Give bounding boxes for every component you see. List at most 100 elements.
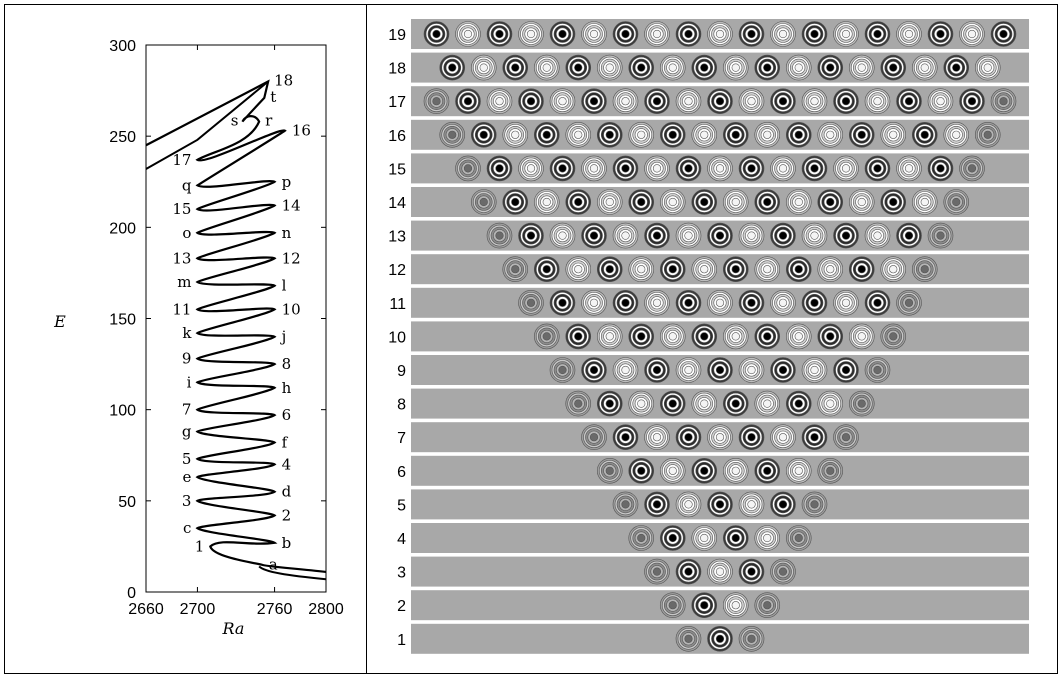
contour-ring [637,332,646,341]
branch-label: t [270,88,276,106]
contour-ring [778,567,788,576]
branch-label: l [282,277,287,295]
row-label: 3 [397,565,406,582]
contour-ring [826,399,835,408]
branch-label: 5 [182,450,192,468]
contour-ring [448,63,457,72]
contour-ring [668,63,677,72]
contour-ring [731,197,740,207]
contour-ring [889,197,898,207]
branch-label: 2 [282,506,292,524]
contour-ring [652,567,662,576]
contour-ring [715,29,725,39]
contour-ring [889,332,898,341]
contour-ring [810,433,819,442]
contour-ring [999,29,1008,39]
contour-ring [794,265,803,274]
contour-ring [621,500,630,509]
row-label: 15 [388,161,406,178]
contour-ring [668,466,677,475]
contour-ring [715,500,725,509]
row-label: 13 [388,229,406,246]
contour-ring [841,97,851,106]
contour-ring [463,29,473,39]
contour-ring [904,97,914,106]
pattern-row: 3 [397,556,1029,587]
x-tick-label: 2760 [257,601,293,618]
contour-ring [763,466,772,475]
branch-label: c [183,519,191,537]
pattern-row: 7 [397,422,1029,453]
contour-ring [731,533,740,543]
contour-ring [873,97,882,106]
row-label: 6 [397,464,406,481]
branch-label: 6 [282,406,292,424]
contour-ring [857,63,866,72]
contour-ring [794,466,803,475]
x-tick-label: 2800 [308,601,344,618]
contour-ring [684,433,693,442]
contour-ring [904,298,914,307]
contour-ring [495,164,504,173]
contour-ring [747,567,756,576]
pattern-row: 9 [397,355,1029,385]
contour-ring [684,634,693,643]
contour-ring [637,466,646,475]
branch-label: 18 [274,71,293,89]
contour-ring [967,97,977,106]
contour-ring [700,130,709,139]
contour-ring [637,533,646,543]
contour-ring [794,533,803,543]
row-label: 10 [388,329,406,346]
contour-ring [873,29,882,39]
branch-label: g [182,423,192,441]
lower-branch [258,565,327,581]
branch-label: 15 [172,200,191,218]
contour-ring [715,365,725,375]
contour-ring [589,97,599,106]
contour-ring [605,399,614,408]
contour-ring [810,365,819,375]
contour-ring [715,634,725,643]
contour-ring [778,97,788,106]
contour-ring [684,164,693,173]
contour-ring [668,332,677,341]
contour-ring [747,433,756,442]
snaking-curve [145,79,327,581]
contour-ring [731,466,740,475]
contour-ring [574,63,583,72]
branch-label: m [177,273,191,291]
contour-ring [495,231,504,240]
contour-ring [652,298,662,307]
contour-ring [511,63,520,72]
contour-ring [448,130,457,139]
contour-ring [652,365,662,375]
contour-ring [794,332,803,341]
contour-ring [684,97,693,106]
x-axis-label: Ra [221,619,244,638]
contour-ring [684,567,693,576]
contour-ring [747,298,756,307]
contour-ring [574,197,583,207]
contour-ring [747,500,756,509]
contour-ring [684,298,693,307]
contour-ring [952,130,961,139]
contour-ring [700,399,709,408]
figure-frame [4,4,1058,674]
contour-ring [589,433,599,442]
contour-ring [936,97,945,106]
contour-ring [432,97,441,106]
branch-label: p [282,173,292,191]
contour-ring [841,231,851,240]
contour-ring [810,298,819,307]
contour-ring [668,601,677,610]
contour-ring [763,332,772,341]
branch-label: 17 [172,151,191,169]
row-label: 18 [388,61,406,78]
contour-ring [763,130,772,139]
contour-ring [495,29,504,39]
pattern-row: 8 [397,388,1029,419]
branch-label: 14 [282,196,301,214]
row-label: 9 [397,363,406,380]
contour-ring [747,29,756,39]
